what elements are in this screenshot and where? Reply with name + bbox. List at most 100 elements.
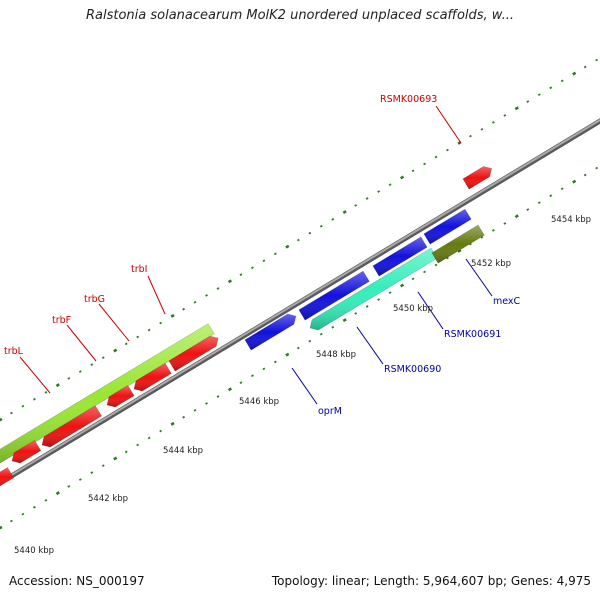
scale-tick-upper (262, 259, 266, 263)
scale-tick-lower (113, 456, 118, 461)
scale-tick-lower (399, 283, 405, 288)
scale-tick-lower (239, 381, 243, 384)
gene-label-oprM[interactable]: oprM (318, 406, 342, 417)
scale-tick-lower (365, 305, 369, 308)
gene-labels: trbL trbF trbG trbI RSMK00693 oprM RSMK0… (4, 94, 521, 417)
scale-tick-upper (365, 197, 369, 200)
scale-tick-lower (537, 201, 541, 205)
scale-label-5442: 5442 kbp (88, 494, 128, 504)
scale-tick-upper (319, 224, 323, 228)
scale-tick-lower (560, 187, 564, 191)
scale-label-5448: 5448 kbp (316, 350, 356, 360)
gene-bar-oprM-shade (244, 314, 296, 351)
scale-tick-upper (537, 93, 541, 97)
scale-tick-lower (285, 352, 290, 357)
genome-backbone (0, 118, 600, 486)
scale-tick-upper (388, 183, 392, 187)
scale-tick-lower (331, 325, 335, 329)
scale-tick-upper (446, 148, 449, 152)
gene-bar-lime-shade (0, 323, 215, 464)
scale-label-5446: 5446 kbp (239, 397, 279, 407)
scale-tick-lower (319, 332, 323, 336)
scale-tick-upper (377, 190, 381, 193)
scale-tick-upper (423, 162, 426, 166)
scale-label-5454: 5454 kbp (551, 215, 591, 225)
scale-tick-lower (0, 525, 3, 530)
scale-tick-lower (526, 208, 530, 211)
gene-bar-RSMK00693-shade (462, 166, 492, 190)
scale-tick-lower (10, 519, 13, 523)
scale-tick-lower (377, 298, 381, 301)
scale-tick-lower (503, 222, 507, 225)
gene-bar-red-2-shade (12, 440, 41, 463)
scale-tick-lower (262, 367, 266, 371)
scale-tick-lower (354, 312, 358, 315)
scale-tick-upper (549, 86, 553, 90)
gene-bar-red-6-shade (168, 336, 219, 372)
scale-tick-upper (55, 383, 60, 388)
scale-tick-upper (560, 79, 564, 83)
scale-tick-lower (227, 387, 233, 392)
scale-tick-lower (216, 395, 220, 398)
scale-tick-lower (33, 505, 36, 509)
scale-tick-upper (273, 252, 277, 256)
scale-tick-upper (136, 335, 140, 339)
gene-bar-blue-3-shade (372, 236, 428, 277)
scale-label-5444: 5444 kbp (163, 446, 203, 456)
gene-label-trbG[interactable]: trbG (84, 294, 105, 305)
scale-tick-upper (10, 411, 13, 415)
scale-tick-lower (251, 374, 254, 378)
scale-tick-upper (296, 238, 300, 242)
gene-bar-red-4-shade (107, 385, 135, 407)
scale-label-5452: 5452 kbp (471, 259, 511, 269)
gene-label-trbL[interactable]: trbL (4, 346, 24, 357)
scale-tick-upper (491, 121, 495, 124)
scale-tick-upper (251, 266, 254, 270)
scale-tick-lower (308, 339, 312, 343)
gene-label-RSMK00690[interactable]: RSMK00690 (384, 364, 441, 375)
scale-tick-lower (583, 173, 587, 177)
gene-label-trbI[interactable]: trbI (131, 264, 147, 275)
scale-tick-upper (0, 417, 3, 422)
gene-label-RSMK00691[interactable]: RSMK00691 (444, 329, 501, 340)
scale-tick-upper (399, 175, 405, 180)
scale-tick-upper (308, 231, 312, 235)
scale-ticks (0, 58, 599, 530)
scale-tick-upper (113, 348, 118, 353)
scale-tick-lower (572, 179, 577, 184)
scale-tick-upper (90, 363, 94, 366)
scale-tick-upper (159, 321, 163, 325)
scale-tick-lower (446, 256, 449, 260)
scale-label-5450: 5450 kbp (393, 304, 433, 314)
scale-tick-upper (583, 65, 587, 69)
gene-label-RSMK00693[interactable]: RSMK00693 (380, 94, 437, 105)
scale-tick-lower (434, 263, 438, 267)
gene-bar-red-5-shade (134, 363, 172, 391)
scale-tick-lower (273, 360, 277, 364)
scale-tick-upper (595, 58, 599, 62)
scale-tick-upper (124, 342, 128, 346)
scale-tick-upper (342, 210, 347, 215)
genome-stats-text: Topology: linear; Length: 5,964,607 bp; … (271, 574, 591, 588)
scale-tick-upper (411, 169, 415, 173)
scale-tick-upper (227, 279, 233, 284)
gene-label-trbF[interactable]: trbF (52, 315, 71, 326)
scale-tick-lower (101, 464, 105, 468)
scale-tick-upper (331, 217, 335, 221)
scale-tick-upper (285, 244, 290, 249)
scale-tick-upper (44, 390, 48, 394)
gene-bar-mexC-shade (423, 209, 472, 245)
scale-tick-lower (457, 248, 462, 253)
scale-tick-upper (514, 106, 519, 111)
scale-tick-lower (514, 214, 519, 219)
gene-bar-red-1-shade (0, 467, 14, 486)
scale-tick-upper (21, 404, 25, 408)
gene-bar-red-3-shade (42, 405, 102, 447)
scale-tick-lower (411, 277, 415, 281)
scale-tick-upper (572, 71, 577, 76)
scale-tick-lower (124, 450, 128, 454)
scale-tick-upper (239, 273, 243, 276)
gene-label-mexC[interactable]: mexC (493, 296, 521, 307)
